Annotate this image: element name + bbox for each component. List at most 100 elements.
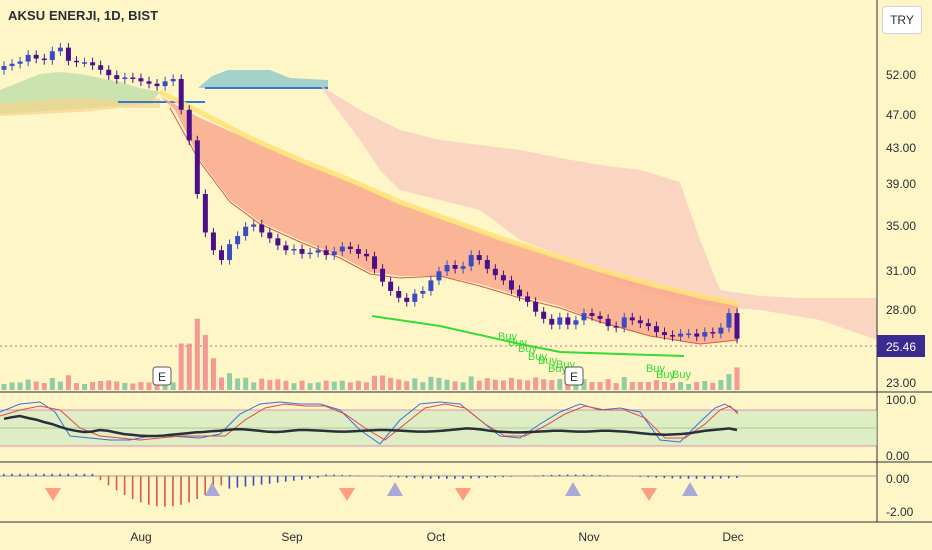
symbol-title[interactable]: AKSU ENERJI, 1D, BIST [8,8,159,23]
earnings-marker-1[interactable]: E [152,366,172,386]
candle-body [452,264,458,269]
oscillator-series [3,414,738,438]
volume-bar [372,375,378,390]
candle-body [525,296,531,302]
candle-body [726,313,732,328]
candle-body [396,290,402,298]
currency-button[interactable]: TRY [882,6,922,34]
candle-body [130,77,136,79]
buy-signal-label: Buy [528,351,547,363]
momentum-bar [220,476,223,486]
volume-bar [283,380,289,390]
momentum-bar [59,473,61,476]
candle-body [275,238,281,246]
candle-body [170,79,176,82]
ichimoku-cloud-teal [198,70,328,88]
momentum-bar [574,474,577,476]
momentum-bar [534,475,537,476]
volume-bar [154,382,160,390]
candle-body [339,246,345,252]
momentum-bar [11,473,13,476]
momentum-bar [51,473,53,476]
candle-body [114,75,120,80]
momentum-bar [260,476,263,485]
volume-bar [573,381,579,390]
candle-body [484,260,490,269]
volume-bar [49,378,55,390]
volume-bar [396,379,402,390]
candle-body [702,332,708,337]
price-tick-52: 52.00 [886,68,916,82]
time-tick-oct: Oct [427,530,446,544]
candle-body [9,63,15,67]
momentum-bar [582,474,585,476]
momentum-bar [333,474,335,476]
volume-bar [597,382,603,390]
candle-body [412,293,418,302]
candle-body [347,246,353,249]
volume-bar [589,382,595,390]
buy-signal-label: Buy [508,337,527,349]
volume-bar [420,382,426,390]
momentum-bar [147,476,150,505]
candle-body [404,297,410,302]
oscillator-scale: 100.0 0.00 [886,393,916,463]
volume-bar [307,383,313,390]
earnings-marker-2[interactable]: E [564,366,584,386]
earnings-label-2: E [570,370,578,384]
momentum-bar [325,474,327,476]
time-tick-nov: Nov [578,530,599,544]
momentum-bar [99,476,102,481]
candle-body [186,109,192,141]
momentum-bar [462,476,464,479]
volume-bar [33,381,39,390]
ma-line-red [169,107,739,345]
candle-body [662,332,668,336]
momentum-bar [268,476,271,484]
candle-body [210,232,216,251]
osc-stoch-red [0,403,739,441]
buy-triangle-1 [205,482,220,496]
momentum-bar [164,476,166,507]
candle-body [235,235,241,245]
volume-bar [468,376,474,390]
volume-bar [98,380,104,390]
time-tick-dec: Dec [722,530,743,544]
momentum-bar [91,473,94,476]
volume-bar [73,383,79,390]
momentum-bar [123,476,126,495]
candle-body [251,224,257,227]
volume-bar [65,375,71,390]
time-axis: Aug Sep Oct Nov Dec [130,530,743,544]
volume-bar [138,381,144,390]
sell-triangle-2 [339,488,355,501]
momentum-bar [542,475,545,476]
momentum-bar [83,473,86,476]
candle-body [154,83,160,87]
candle-body [243,226,249,236]
momentum-bar [486,476,488,478]
time-tick-aug: Aug [130,530,151,544]
volume-bar [670,382,676,390]
candle-body [138,78,144,82]
candle-body [420,290,426,294]
momentum-bar [599,475,601,476]
candle-body [686,333,692,336]
volume-bar [130,383,136,390]
candle-body [65,47,71,61]
last-price-badge: 25.46 [877,335,925,357]
momentum-bar [317,476,319,478]
candle-body [178,79,184,110]
volume-bar [291,383,297,390]
candle-body [436,271,442,281]
candle-body [710,332,716,334]
candle-body [323,250,329,256]
momentum-bar [405,476,408,478]
volume-bar [243,377,249,390]
volume-bar [106,380,112,390]
volume-bar [235,378,241,390]
candle-body [621,317,627,328]
momentum-bar [454,476,456,479]
price-tick-35: 35.00 [886,219,916,233]
